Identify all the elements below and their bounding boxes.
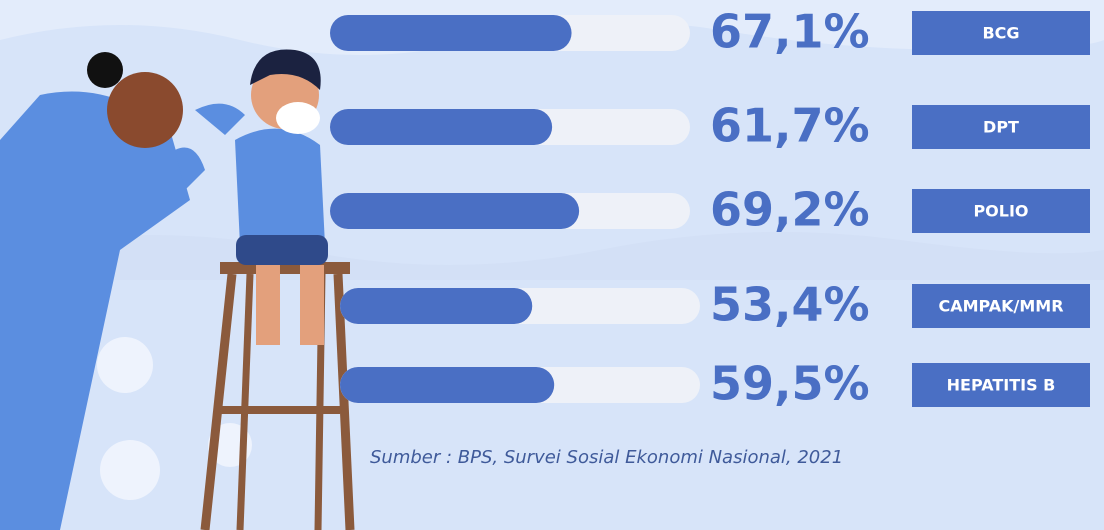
- source: Sumber : BPS, Survei Sosial Ekonomi Nasi…: [370, 447, 843, 468]
- wave: [0, 0, 1104, 55]
- category-box: [912, 11, 1090, 55]
- category-box: [912, 105, 1090, 149]
- category-label: BCG: [982, 24, 1019, 43]
- value-label: 61,7%: [710, 99, 870, 153]
- child-hair: [250, 49, 321, 90]
- category-label: CAMPAK/MMR: [938, 297, 1063, 316]
- bar: [330, 15, 572, 51]
- child-leg: [300, 265, 324, 345]
- illustration: [0, 49, 355, 530]
- virus-icon: [100, 440, 160, 500]
- stool-leg: [200, 273, 237, 530]
- nurse-head: [107, 72, 183, 148]
- nurse-hair: [87, 52, 123, 88]
- value-label: 53,4%: [710, 278, 870, 332]
- virus-icon: [97, 337, 153, 393]
- mask: [276, 102, 320, 134]
- bar: [340, 367, 555, 403]
- child-shirt: [235, 128, 325, 245]
- category-box: [912, 189, 1090, 233]
- stool-leg: [236, 273, 254, 530]
- category-box: [912, 363, 1090, 407]
- glove: [175, 147, 205, 190]
- category-label: DPT: [983, 118, 1019, 137]
- glove: [195, 103, 245, 135]
- value-label: 67,1%: [710, 5, 870, 59]
- child-shorts: [236, 235, 328, 265]
- category-box: [912, 284, 1090, 328]
- bar: [340, 288, 533, 324]
- child-leg: [256, 265, 280, 345]
- value-label: 59,5%: [710, 357, 870, 411]
- bar: [330, 109, 553, 145]
- category-label: POLIO: [973, 202, 1028, 221]
- nurse-body: [0, 91, 190, 530]
- value-label: 69,2%: [710, 183, 870, 237]
- category-label: HEPATITIS B: [947, 376, 1056, 395]
- stool-leg: [333, 273, 355, 530]
- bar: [330, 193, 580, 229]
